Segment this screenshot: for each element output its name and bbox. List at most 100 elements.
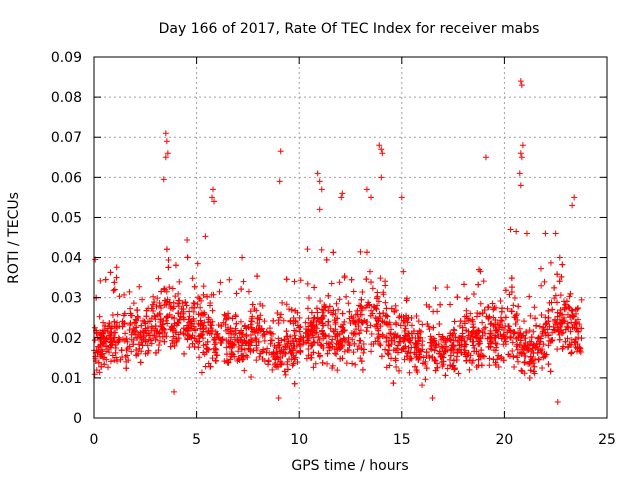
data-point <box>392 357 399 364</box>
data-point <box>317 297 324 304</box>
data-point <box>341 318 348 325</box>
data-point <box>239 254 246 261</box>
data-point <box>110 287 117 294</box>
data-point <box>357 355 364 362</box>
data-point <box>481 306 488 313</box>
data-point <box>556 328 563 335</box>
data-point <box>256 316 263 323</box>
data-point <box>184 236 191 243</box>
data-point <box>461 343 468 350</box>
data-point <box>162 154 169 161</box>
data-point <box>360 349 367 356</box>
data-point <box>461 338 468 345</box>
data-point <box>470 342 477 349</box>
data-point <box>382 299 389 306</box>
data-point <box>155 275 162 282</box>
data-point <box>490 306 497 313</box>
data-point <box>333 300 340 307</box>
data-point <box>350 330 357 337</box>
data-point <box>545 342 552 349</box>
data-point <box>452 334 459 341</box>
data-point <box>535 356 542 363</box>
data-point <box>204 345 211 352</box>
data-point <box>313 305 320 312</box>
data-point <box>568 349 575 356</box>
data-point <box>538 282 545 289</box>
data-point <box>304 305 311 312</box>
data-point <box>517 150 524 157</box>
data-point <box>281 368 288 375</box>
data-point <box>515 303 522 310</box>
data-point <box>372 314 379 321</box>
data-point <box>175 290 182 297</box>
data-point <box>212 349 219 356</box>
data-point <box>291 380 298 387</box>
data-point <box>105 364 112 371</box>
data-point <box>230 331 237 338</box>
data-point <box>277 361 284 368</box>
data-point <box>500 332 507 339</box>
data-point <box>171 342 178 349</box>
data-point <box>161 285 168 292</box>
y-tick-label: 0.06 <box>51 170 82 186</box>
data-point <box>280 317 287 324</box>
data-point <box>269 337 276 344</box>
data-point <box>446 356 453 363</box>
data-point <box>518 82 525 89</box>
data-point <box>484 335 491 342</box>
data-point <box>497 298 504 305</box>
data-point <box>354 307 361 314</box>
data-point <box>335 306 342 313</box>
data-point <box>215 322 222 329</box>
data-point <box>572 306 579 313</box>
data-point <box>556 336 563 343</box>
data-point <box>530 342 537 349</box>
data-point <box>470 323 477 330</box>
data-point <box>504 329 511 336</box>
data-point <box>151 299 158 306</box>
data-point <box>247 308 254 315</box>
data-point <box>543 320 550 327</box>
data-point <box>448 342 455 349</box>
data-point <box>383 312 390 319</box>
data-point <box>96 313 103 320</box>
data-point <box>336 279 343 286</box>
data-point <box>292 354 299 361</box>
data-point <box>180 325 187 332</box>
data-point <box>504 305 511 312</box>
data-point <box>223 315 230 322</box>
data-point <box>204 293 211 300</box>
data-point <box>268 330 275 337</box>
data-point <box>111 318 118 325</box>
data-point <box>134 313 141 320</box>
data-point <box>336 296 343 303</box>
data-point <box>186 308 193 315</box>
data-point <box>401 328 408 335</box>
data-point <box>179 300 186 307</box>
data-point <box>151 313 158 320</box>
data-point <box>314 170 321 177</box>
data-point <box>218 337 225 344</box>
data-point <box>239 352 246 359</box>
data-point <box>276 178 283 185</box>
data-point <box>403 312 410 319</box>
data-point <box>155 341 162 348</box>
data-point <box>333 351 340 358</box>
data-point <box>520 332 527 339</box>
data-point <box>511 363 518 370</box>
data-point <box>454 347 461 354</box>
chart-title: Day 166 of 2017, Rate Of TEC Index for r… <box>159 21 540 37</box>
data-point <box>142 320 149 327</box>
data-point <box>296 324 303 331</box>
data-point <box>407 349 414 356</box>
data-point <box>159 333 166 340</box>
data-point <box>163 246 170 253</box>
data-point <box>367 268 374 275</box>
data-point <box>355 343 362 350</box>
data-point <box>102 276 109 283</box>
data-point <box>221 311 228 318</box>
data-point <box>493 327 500 334</box>
data-point <box>106 320 113 327</box>
data-point <box>470 291 477 298</box>
data-point <box>560 343 567 350</box>
